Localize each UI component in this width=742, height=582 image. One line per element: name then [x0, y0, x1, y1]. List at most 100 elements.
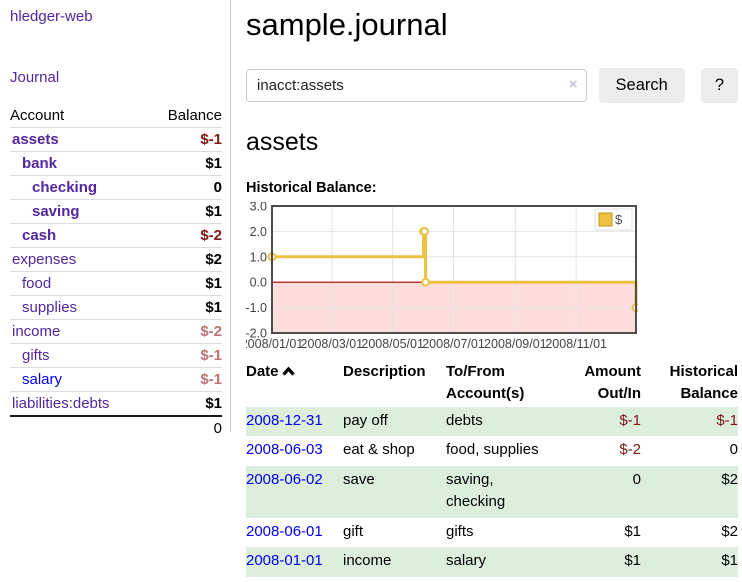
- svg-text:2008/03/01: 2008/03/01: [301, 337, 364, 351]
- account-row: expenses $2: [10, 247, 222, 272]
- transaction-date-link[interactable]: 2008-06-02: [246, 470, 323, 488]
- search-input[interactable]: [246, 69, 587, 102]
- account-balance: $2: [205, 251, 222, 268]
- account-balance: $1: [205, 299, 222, 316]
- accounts-table: Account Balance assets $-1 bank $1 checking 0…: [10, 103, 222, 441]
- register-row: 2008-06-02 save saving, checking 0 $2: [246, 465, 738, 518]
- svg-text:-1.0: -1.0: [246, 301, 267, 315]
- register-header-row: Date Description To/From Account(s) Amou…: [246, 359, 738, 407]
- register-col-balance: Historical Balance: [669, 363, 738, 402]
- sidebar-account-link[interactable]: liabilities:debts: [12, 395, 110, 412]
- svg-text:2008/09/01: 2008/09/01: [484, 337, 547, 351]
- transaction-description: income: [343, 552, 392, 569]
- sidebar-account-link[interactable]: food: [22, 275, 52, 292]
- account-balance: $1: [205, 395, 222, 412]
- account-balance: $-1: [200, 347, 222, 364]
- transaction-accounts: debts: [446, 411, 483, 429]
- account-row: supplies $1: [10, 295, 222, 320]
- register-row: 2008-06-03 eat & shop food, supplies $-2 0: [246, 436, 738, 466]
- search-button[interactable]: Search: [598, 68, 685, 103]
- svg-text:2.0: 2.0: [250, 225, 267, 239]
- transaction-balance: $-1: [716, 411, 738, 429]
- account-balance: 0: [213, 179, 222, 196]
- sidebar-account-link[interactable]: supplies: [22, 299, 78, 316]
- register-table: Date Description To/From Account(s) Amou…: [246, 359, 738, 577]
- sidebar-account-link[interactable]: bank: [22, 155, 58, 172]
- account-row: checking 0: [10, 175, 222, 200]
- transaction-accounts: saving, checking: [446, 470, 506, 511]
- transaction-description: eat & shop: [343, 441, 415, 458]
- register-col-amount: Amount Out/In: [584, 363, 641, 402]
- account-row: income $-2: [10, 319, 222, 344]
- account-row: gifts $-1: [10, 343, 222, 368]
- sidebar-account-link[interactable]: income: [12, 323, 61, 340]
- account-balance: $1: [205, 155, 222, 172]
- register-row: 2008-06-01 gift gifts $1 $2: [246, 518, 738, 548]
- svg-text:2008/05/01: 2008/05/01: [361, 337, 424, 351]
- transaction-balance: $2: [721, 522, 738, 540]
- help-button[interactable]: ?: [700, 68, 738, 103]
- clear-search-icon[interactable]: ×: [568, 76, 578, 93]
- transaction-amount: $-2: [619, 441, 641, 458]
- svg-text:0.0: 0.0: [250, 276, 267, 290]
- account-heading: assets: [246, 128, 319, 156]
- register-rows: 2008-12-31 pay off debts $-1 $-1 2008-06-03 ea…: [246, 406, 738, 577]
- main-content: sample.journal × Search ? assets Histori…: [231, 0, 742, 577]
- transaction-amount: $-1: [619, 411, 641, 429]
- chart-title: Historical Balance:: [246, 180, 377, 196]
- transaction-accounts: salary: [446, 552, 487, 569]
- register-col-accounts: To/From Account(s): [446, 363, 525, 402]
- account-row: cash $-2: [10, 223, 222, 248]
- register-row: 2008-12-31 pay off debts $-1 $-1: [246, 406, 738, 436]
- register-col-date[interactable]: Date: [246, 359, 343, 407]
- svg-text:2008/11/01: 2008/11/01: [545, 337, 607, 351]
- register-row: 2008-01-01 income salary $1 $1: [246, 547, 738, 577]
- svg-text:3.0: 3.0: [250, 202, 267, 214]
- account-row: food $1: [10, 271, 222, 296]
- transaction-date-link[interactable]: 2008-01-01: [246, 552, 323, 569]
- account-row: bank $1: [10, 151, 222, 176]
- transaction-amount: 0: [632, 470, 641, 488]
- sidebar-account-link[interactable]: salary: [22, 371, 63, 388]
- svg-text:2008/01/01: 2008/01/01: [246, 337, 303, 351]
- transaction-balance: $2: [721, 470, 738, 488]
- sidebar-account-link[interactable]: assets: [12, 131, 59, 148]
- account-balance: $-1: [200, 131, 222, 148]
- accounts-total-row: 0: [10, 416, 222, 441]
- account-balance: $-2: [200, 227, 222, 244]
- sidebar-account-link[interactable]: expenses: [12, 251, 77, 268]
- transaction-description: pay off: [343, 411, 388, 429]
- transaction-accounts: food, supplies: [446, 441, 539, 458]
- transaction-date-link[interactable]: 2008-06-03: [246, 441, 323, 458]
- account-row: salary $-1: [10, 367, 222, 392]
- transaction-accounts: gifts: [446, 522, 474, 540]
- search-form: × Search ?: [246, 68, 738, 103]
- transaction-balance: 0: [729, 441, 738, 458]
- brand-link[interactable]: hledger-web: [10, 8, 93, 25]
- register-col-description: Description: [343, 363, 426, 380]
- svg-text:-2.0: -2.0: [246, 327, 267, 341]
- sidebar-account-link[interactable]: saving: [32, 203, 80, 220]
- accounts-col-balance: Balance: [167, 107, 222, 124]
- sidebar: hledger-web Journal Account Balance asse…: [0, 0, 231, 437]
- sidebar-item-journal[interactable]: Journal: [10, 69, 60, 86]
- transaction-date-link[interactable]: 2008-12-31: [246, 411, 323, 429]
- sidebar-account-link[interactable]: gifts: [22, 347, 50, 364]
- account-balance: $1: [205, 203, 222, 220]
- transaction-amount: $1: [624, 522, 641, 540]
- transaction-description: save: [343, 470, 375, 488]
- accounts-col-account: Account: [10, 107, 65, 124]
- sidebar-account-link[interactable]: checking: [32, 179, 98, 196]
- transaction-date-link[interactable]: 2008-06-01: [246, 522, 323, 540]
- svg-text:$: $: [615, 212, 623, 227]
- account-row: liabilities:debts $1: [10, 391, 222, 417]
- sidebar-account-link[interactable]: cash: [22, 227, 57, 244]
- account-row: assets $-1: [10, 127, 222, 152]
- sort-ascending-icon: [281, 366, 295, 376]
- account-balance: $-2: [200, 323, 222, 340]
- balance-chart: 3.0 2.0 1.0 0.0 -1.0 -2.02008/01/012008/03/01…: [246, 202, 638, 351]
- account-balance: $-1: [200, 371, 222, 388]
- account-row: saving $1: [10, 199, 222, 224]
- transaction-description: gift: [343, 522, 364, 540]
